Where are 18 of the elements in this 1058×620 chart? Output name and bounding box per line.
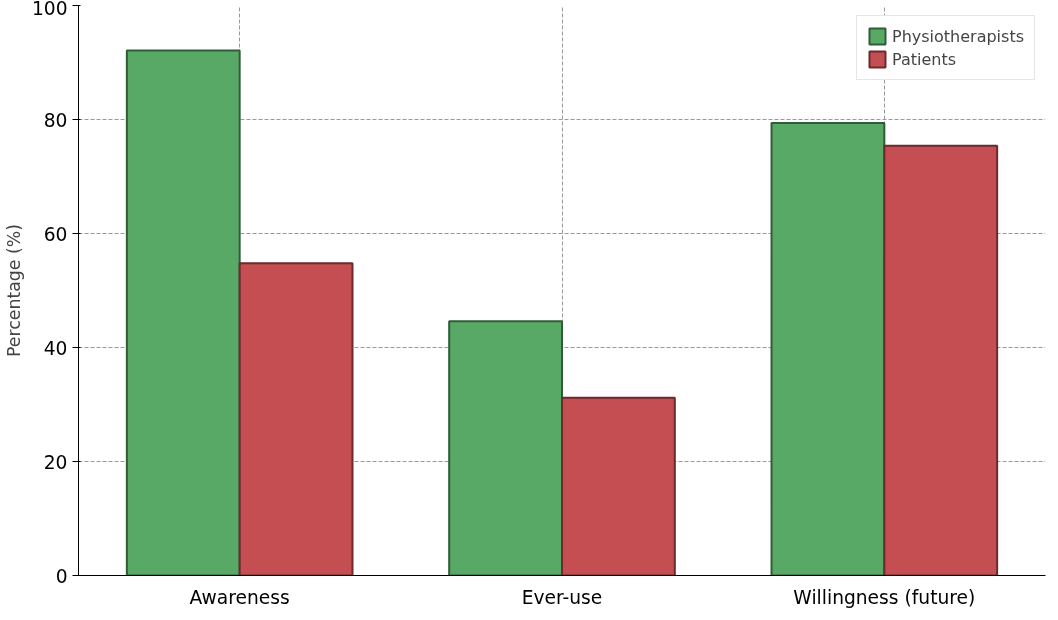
legend-label: Physiotherapists [891,26,1024,46]
y-tick-label: 40 [43,337,68,359]
bar [238,262,354,576]
x-tick-label: Willingness (future) [793,586,976,608]
bar [883,144,999,576]
y-tick-label: 20 [43,451,68,473]
y-tick-label: 60 [43,223,68,245]
y-axis-title: Percentage (%) [3,224,24,357]
x-tick-label: Awareness [189,586,290,608]
bar [448,320,563,576]
legend-label: Patients [891,49,957,69]
bar [770,121,886,576]
x-tick-label: Ever-use [521,586,603,608]
y-tick-label: 80 [43,109,68,131]
y-tick-label: 0 [55,565,68,587]
bar [561,396,676,576]
y-tick-label: 100 [31,0,68,19]
bar [125,49,241,576]
